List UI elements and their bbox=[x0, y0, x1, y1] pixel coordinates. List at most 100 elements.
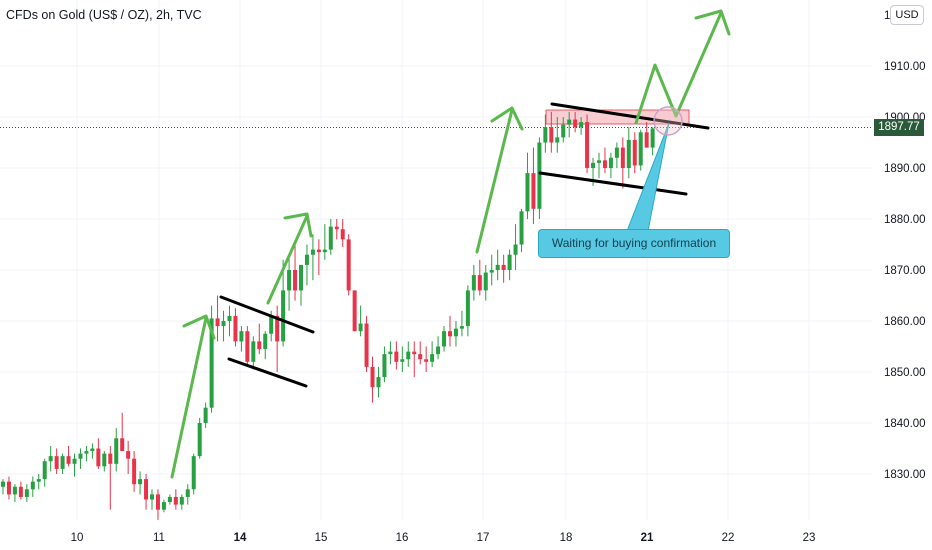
y-tick-label: 1860.00 bbox=[884, 316, 926, 328]
candle-body bbox=[573, 119, 578, 128]
candle-body bbox=[394, 351, 399, 362]
candle-body bbox=[597, 160, 601, 163]
candle-body bbox=[90, 448, 95, 452]
candle-down bbox=[173, 489, 178, 510]
candle-body bbox=[6, 481, 11, 495]
candle-body bbox=[18, 486, 23, 497]
y-tick-label: 1830.00 bbox=[884, 469, 926, 481]
candle-up bbox=[495, 249, 500, 281]
candle-up bbox=[507, 249, 512, 281]
candle-up bbox=[299, 264, 303, 306]
x-tick-label: 22 bbox=[722, 532, 735, 544]
candle-up bbox=[650, 127, 655, 156]
candle-body bbox=[60, 456, 65, 469]
candle-body bbox=[102, 453, 107, 467]
candlestick-series bbox=[1, 111, 655, 520]
candle-up bbox=[626, 127, 631, 179]
candle-body bbox=[281, 290, 286, 342]
candle-body bbox=[155, 494, 160, 510]
candle-up bbox=[519, 208, 524, 253]
candle-down bbox=[346, 234, 351, 296]
candle-down bbox=[275, 305, 280, 372]
candle-up bbox=[537, 137, 542, 219]
candle-body bbox=[471, 275, 476, 291]
arrowhead-1 bbox=[182, 314, 216, 340]
currency-button[interactable]: USD bbox=[890, 5, 924, 25]
candle-up bbox=[84, 445, 89, 462]
candle-body bbox=[358, 323, 363, 332]
flag2-lower-line bbox=[538, 171, 688, 196]
x-tick-label: 10 bbox=[71, 532, 84, 544]
candle-up bbox=[328, 219, 333, 255]
candle-down bbox=[245, 326, 250, 367]
candle-up bbox=[543, 114, 548, 153]
candle-up bbox=[42, 458, 47, 487]
candle-down bbox=[120, 412, 125, 452]
candle-down bbox=[531, 147, 536, 225]
candle-body bbox=[459, 326, 464, 329]
candle-up bbox=[185, 484, 190, 505]
candle-up bbox=[191, 453, 196, 495]
price-axis[interactable]: 1830.00 1840.00 1850.00 1860.00 1870.00 1880.… bbox=[884, 10, 926, 481]
candle-body bbox=[489, 270, 494, 273]
candle-body bbox=[477, 275, 482, 291]
candle-body bbox=[412, 351, 417, 355]
y-tick-label: 1850.00 bbox=[884, 367, 926, 379]
candle-body bbox=[614, 147, 619, 158]
candle-body bbox=[370, 366, 375, 388]
x-tick-label: 16 bbox=[396, 532, 409, 544]
candle-body bbox=[602, 160, 607, 168]
candle-body bbox=[185, 489, 190, 497]
candle-body bbox=[495, 264, 500, 270]
candle-up bbox=[453, 321, 458, 347]
candle-down bbox=[352, 290, 357, 332]
candle-up bbox=[72, 453, 77, 477]
breakout-projection-arrow bbox=[634, 11, 723, 125]
candle-up bbox=[114, 428, 119, 472]
candle-body bbox=[54, 456, 59, 469]
candle-down bbox=[316, 239, 321, 276]
time-axis[interactable]: 10 11 14 15 16 17 18 21 22 23 bbox=[71, 532, 816, 544]
candle-down bbox=[215, 295, 220, 342]
candle-body bbox=[626, 139, 631, 168]
x-tick-label: 14 bbox=[234, 532, 247, 544]
candle-body bbox=[531, 173, 536, 209]
candle-body bbox=[418, 354, 423, 360]
candle-body bbox=[591, 162, 596, 168]
annotation-callout: Waiting for buying confirmation bbox=[538, 229, 730, 258]
candle-body bbox=[126, 451, 131, 459]
candle-up bbox=[579, 117, 584, 135]
candle-down bbox=[620, 137, 625, 189]
candle-body bbox=[507, 254, 512, 270]
candle-body bbox=[364, 323, 369, 367]
candle-body bbox=[442, 331, 447, 347]
candle-up bbox=[555, 117, 560, 153]
candle-body bbox=[209, 318, 214, 408]
candle-body bbox=[179, 496, 184, 505]
candle-down bbox=[501, 254, 506, 283]
breakout-circle bbox=[653, 106, 683, 136]
candle-up bbox=[281, 259, 286, 347]
candle-body bbox=[161, 502, 166, 510]
candle-up bbox=[310, 234, 315, 281]
candle-up bbox=[48, 445, 53, 472]
candle-body bbox=[293, 270, 298, 291]
candle-up bbox=[251, 336, 256, 370]
candle-down bbox=[233, 308, 238, 347]
candle-down bbox=[54, 448, 59, 474]
candle-body bbox=[448, 331, 452, 337]
candle-body bbox=[233, 315, 238, 342]
candle-up bbox=[60, 453, 65, 474]
candle-up bbox=[36, 474, 41, 490]
candle-down bbox=[370, 356, 375, 403]
x-tick-label: 11 bbox=[153, 532, 165, 544]
candle-body bbox=[239, 331, 244, 342]
candle-body bbox=[138, 479, 143, 485]
candle-down bbox=[585, 114, 590, 174]
candle-down bbox=[155, 489, 160, 520]
candle-up bbox=[227, 305, 232, 337]
gridlines bbox=[0, 0, 872, 520]
candle-up bbox=[12, 484, 17, 503]
impulse-arrow-3 bbox=[475, 108, 514, 254]
